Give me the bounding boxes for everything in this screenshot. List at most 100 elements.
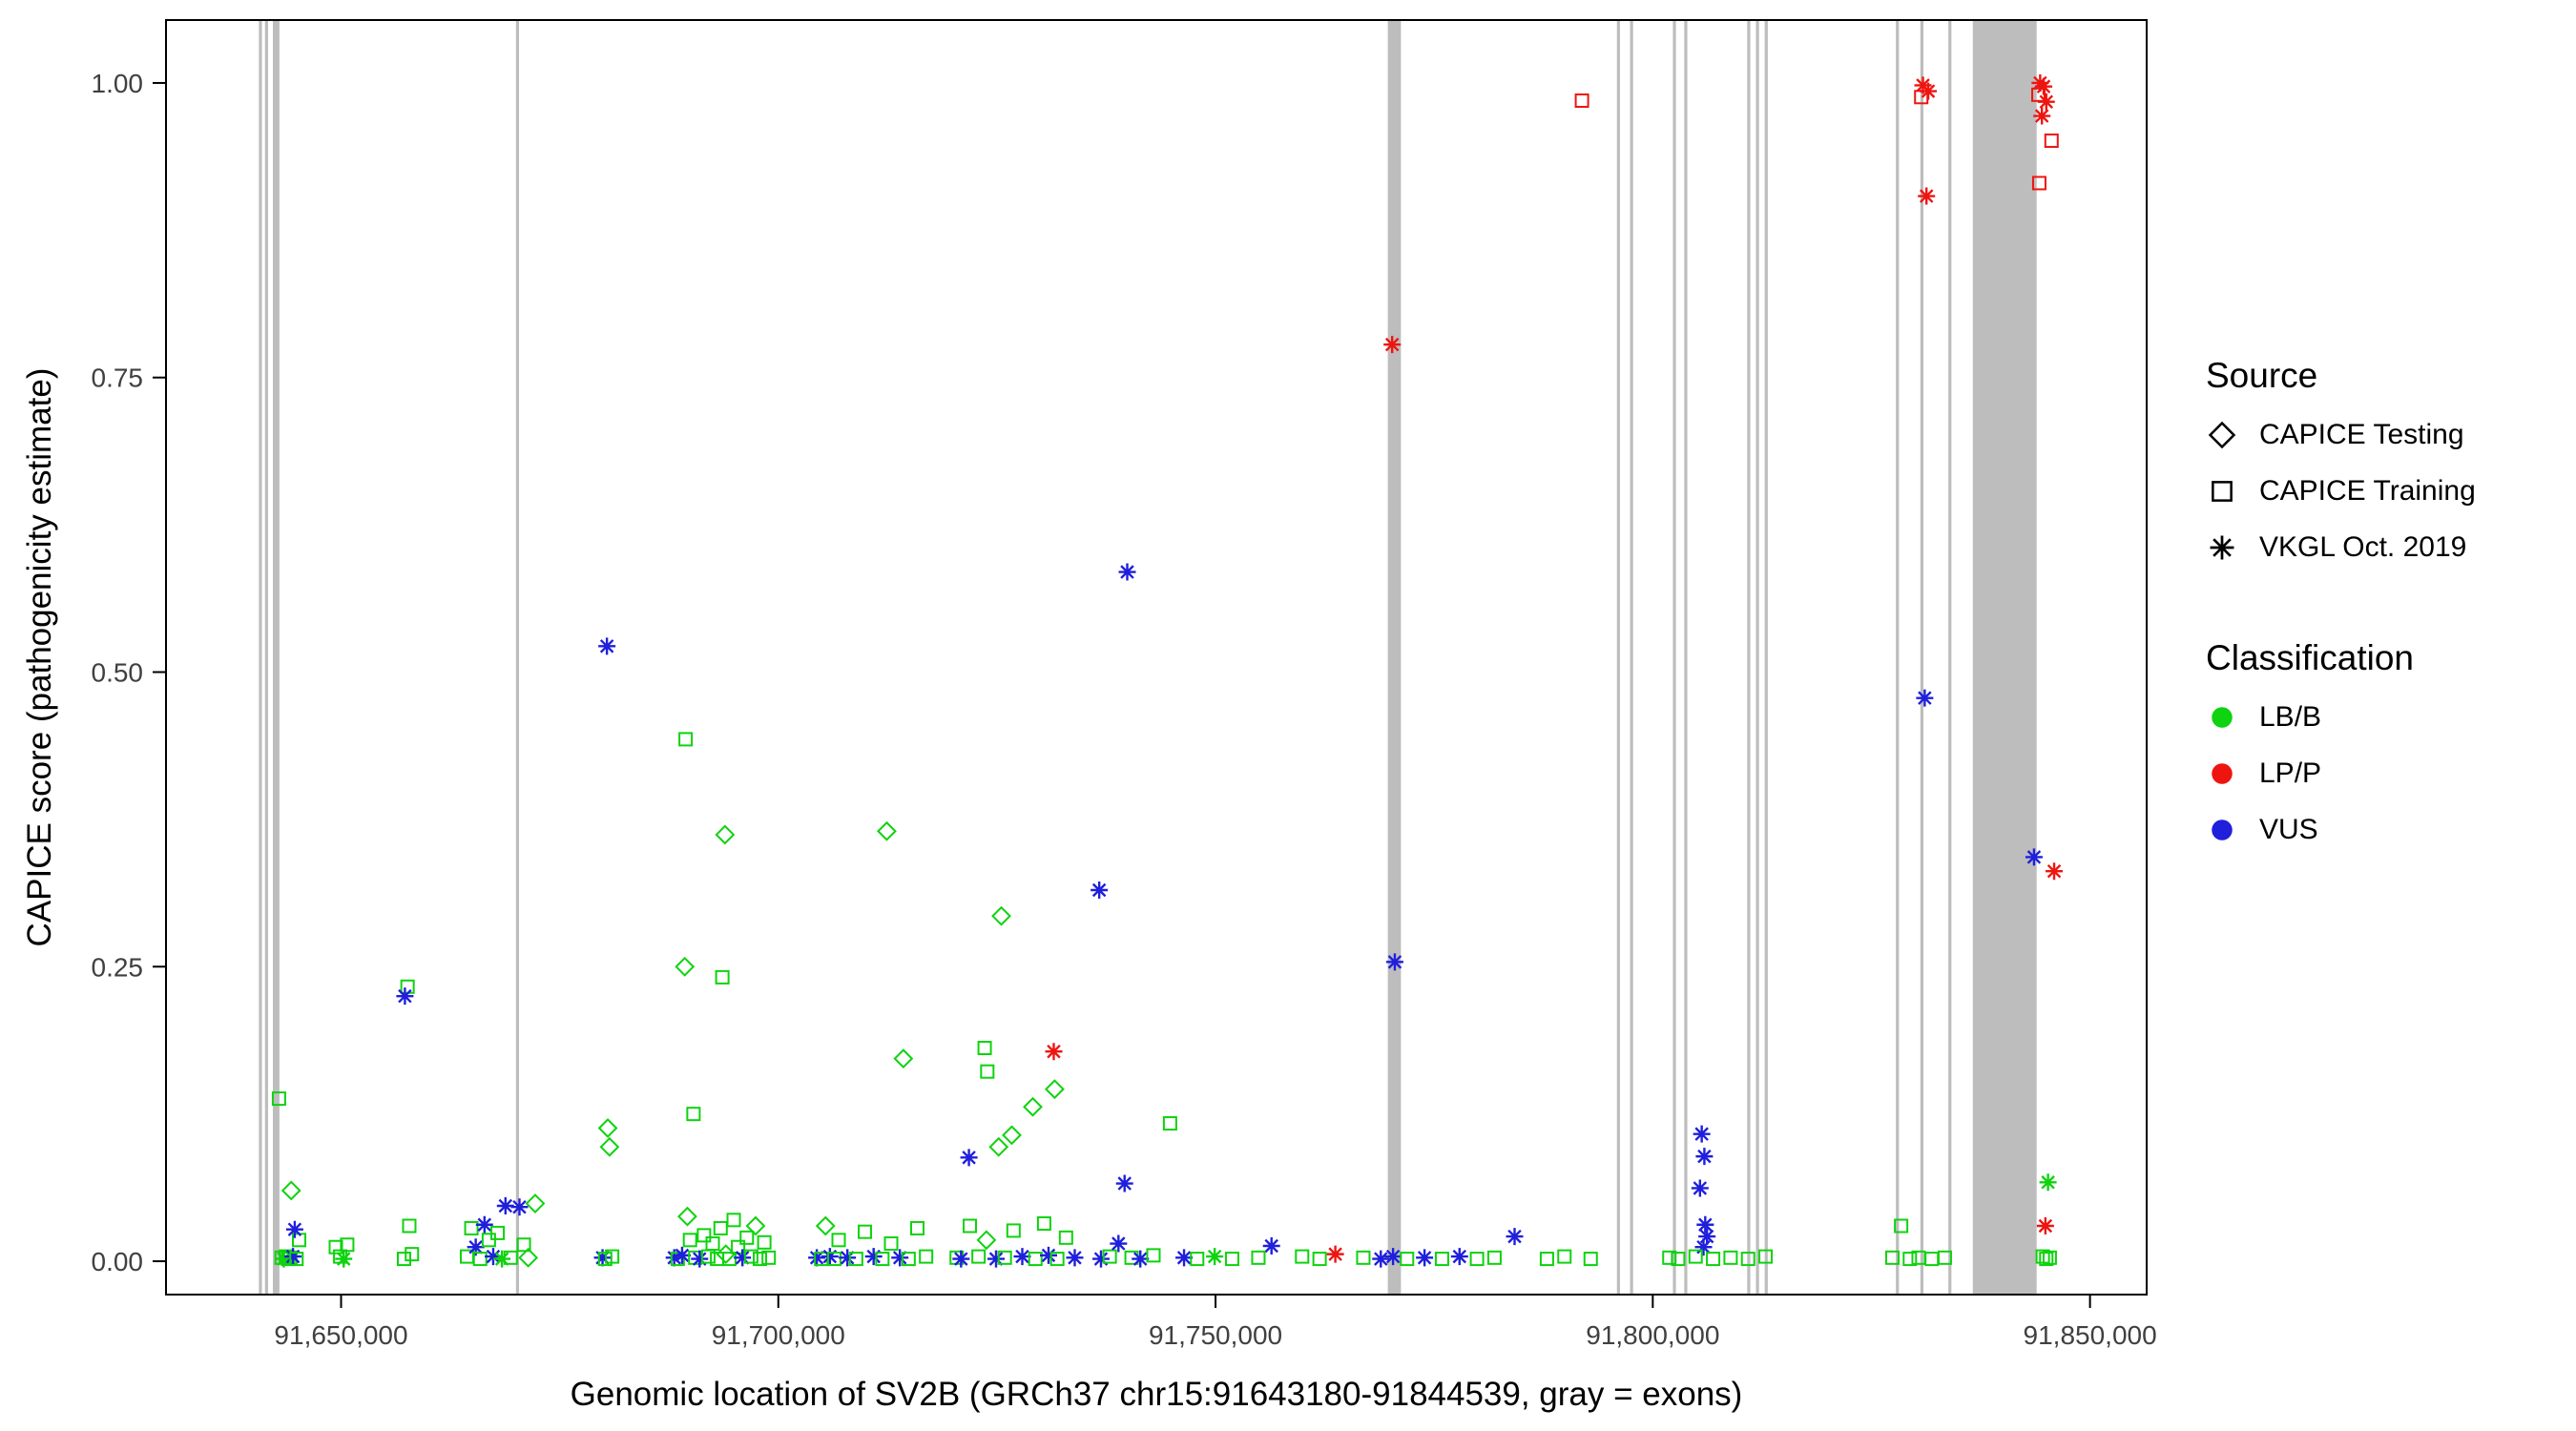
data-point-square	[980, 1064, 995, 1079]
data-point-asterisk	[1091, 1250, 1110, 1268]
data-point-square	[1224, 1252, 1239, 1267]
legend-item-label: CAPICE Training	[2259, 475, 2476, 507]
data-point-square	[340, 1237, 355, 1253]
data-point-square	[1028, 1252, 1043, 1267]
data-point-asterisk	[839, 1249, 857, 1267]
data-point-square	[400, 979, 415, 994]
exon-region	[259, 20, 262, 1295]
panel-border	[165, 19, 2148, 1296]
data-point-square	[402, 1218, 417, 1234]
exon-region	[1747, 20, 1751, 1295]
legend-item-vus: VUS	[2206, 809, 2476, 851]
data-point-asterisk	[475, 1215, 493, 1234]
data-point-square	[405, 1247, 420, 1262]
legend-item-label: LB/B	[2259, 701, 2322, 733]
data-point-diamond	[976, 1230, 997, 1251]
data-point-square	[2039, 1252, 2054, 1267]
green-dot-icon	[2212, 707, 2233, 728]
data-point-square	[1937, 1250, 1952, 1265]
data-point-asterisk	[1698, 1228, 1716, 1246]
legend-item-lpp: LP/P	[2206, 753, 2476, 795]
legend-item-capice-training: CAPICE Training	[2206, 470, 2476, 512]
legend-item-label: CAPICE Testing	[2259, 419, 2464, 450]
legend-item-label: VKGL Oct. 2019	[2259, 531, 2467, 563]
data-point-diamond	[518, 1247, 539, 1268]
x-tick-label: 91,850,000	[2024, 1320, 2157, 1350]
data-point-square	[826, 1252, 841, 1267]
data-point-diamond	[715, 824, 736, 845]
data-point-diamond	[1023, 1096, 1043, 1117]
data-point-asterisk	[808, 1249, 826, 1267]
red-dot-icon	[2212, 763, 2233, 784]
data-point-asterisk	[1066, 1249, 1084, 1267]
x-tick-label: 91,750,000	[1149, 1320, 1282, 1350]
data-point-diamond	[675, 956, 696, 977]
data-point-square	[1583, 1252, 1598, 1267]
data-point-asterisk	[1091, 881, 1109, 899]
exon-region	[1896, 20, 1900, 1295]
y-axis-title: CAPICE score (pathogenicity estimate)	[21, 367, 58, 947]
data-point-square	[962, 1218, 977, 1234]
data-point-asterisk	[1326, 1245, 1344, 1263]
data-point-diamond	[893, 1048, 914, 1069]
data-point-square	[1295, 1249, 1310, 1264]
data-point-asterisk	[1691, 1179, 1709, 1197]
data-point-asterisk	[734, 1249, 752, 1267]
data-point-square	[490, 1225, 506, 1240]
data-point-asterisk	[493, 1250, 511, 1268]
data-point-asterisk	[335, 1250, 353, 1268]
data-point-asterisk	[1372, 1250, 1390, 1268]
data-point-asterisk	[891, 1249, 909, 1267]
data-point-asterisk	[864, 1248, 883, 1266]
exon-region	[1764, 20, 1768, 1295]
exon-region	[264, 20, 268, 1295]
data-point-asterisk	[1132, 1250, 1150, 1268]
exon-region	[1684, 20, 1688, 1295]
data-point-square	[2031, 176, 2046, 191]
data-point-asterisk	[1384, 1248, 1402, 1266]
data-point-square	[1914, 90, 1929, 105]
data-point-asterisk	[284, 1248, 302, 1266]
data-point-square	[1058, 1230, 1073, 1245]
data-point-diamond	[597, 1118, 618, 1138]
data-point-square	[271, 1091, 286, 1107]
exon-region	[515, 20, 520, 1295]
y-tick-label: 0.50	[92, 658, 144, 688]
data-point-square	[1434, 1252, 1449, 1267]
data-point-asterisk	[1262, 1236, 1280, 1255]
data-point-square	[721, 1252, 737, 1267]
data-point-diamond	[815, 1215, 836, 1236]
data-point-square	[910, 1220, 925, 1235]
data-point-asterisk	[510, 1198, 529, 1216]
data-point-asterisk	[1918, 187, 1936, 205]
data-point-square	[503, 1250, 518, 1265]
exon-region	[273, 20, 280, 1295]
y-tick-label: 0.75	[92, 363, 144, 393]
data-point-square	[328, 1239, 343, 1255]
data-point-square	[516, 1237, 531, 1253]
data-point-asterisk	[1696, 1215, 1714, 1234]
data-point-asterisk	[484, 1248, 502, 1266]
data-point-square	[605, 1249, 620, 1264]
data-point-square	[1486, 1250, 1502, 1265]
data-point-asterisk	[2046, 862, 2064, 881]
data-point-square	[1190, 1252, 1205, 1267]
data-point-square	[739, 1230, 755, 1245]
data-point-square	[726, 1213, 741, 1228]
data-point-square	[1894, 1218, 1909, 1234]
data-point-square	[1574, 93, 1589, 108]
data-point-asterisk	[952, 1250, 970, 1268]
exon-region	[1630, 20, 1633, 1295]
y-tick-label: 1.00	[92, 69, 144, 98]
data-point-square	[761, 1250, 777, 1265]
data-point-square	[396, 1252, 411, 1267]
data-point-asterisk	[1693, 1125, 1711, 1143]
data-point-asterisk	[2035, 77, 2053, 95]
legend-item-label: LP/P	[2259, 757, 2322, 789]
data-point-square	[2042, 1250, 2057, 1265]
data-point-square	[753, 1252, 768, 1267]
data-point-square	[715, 969, 730, 985]
data-point-asterisk	[691, 1250, 709, 1268]
